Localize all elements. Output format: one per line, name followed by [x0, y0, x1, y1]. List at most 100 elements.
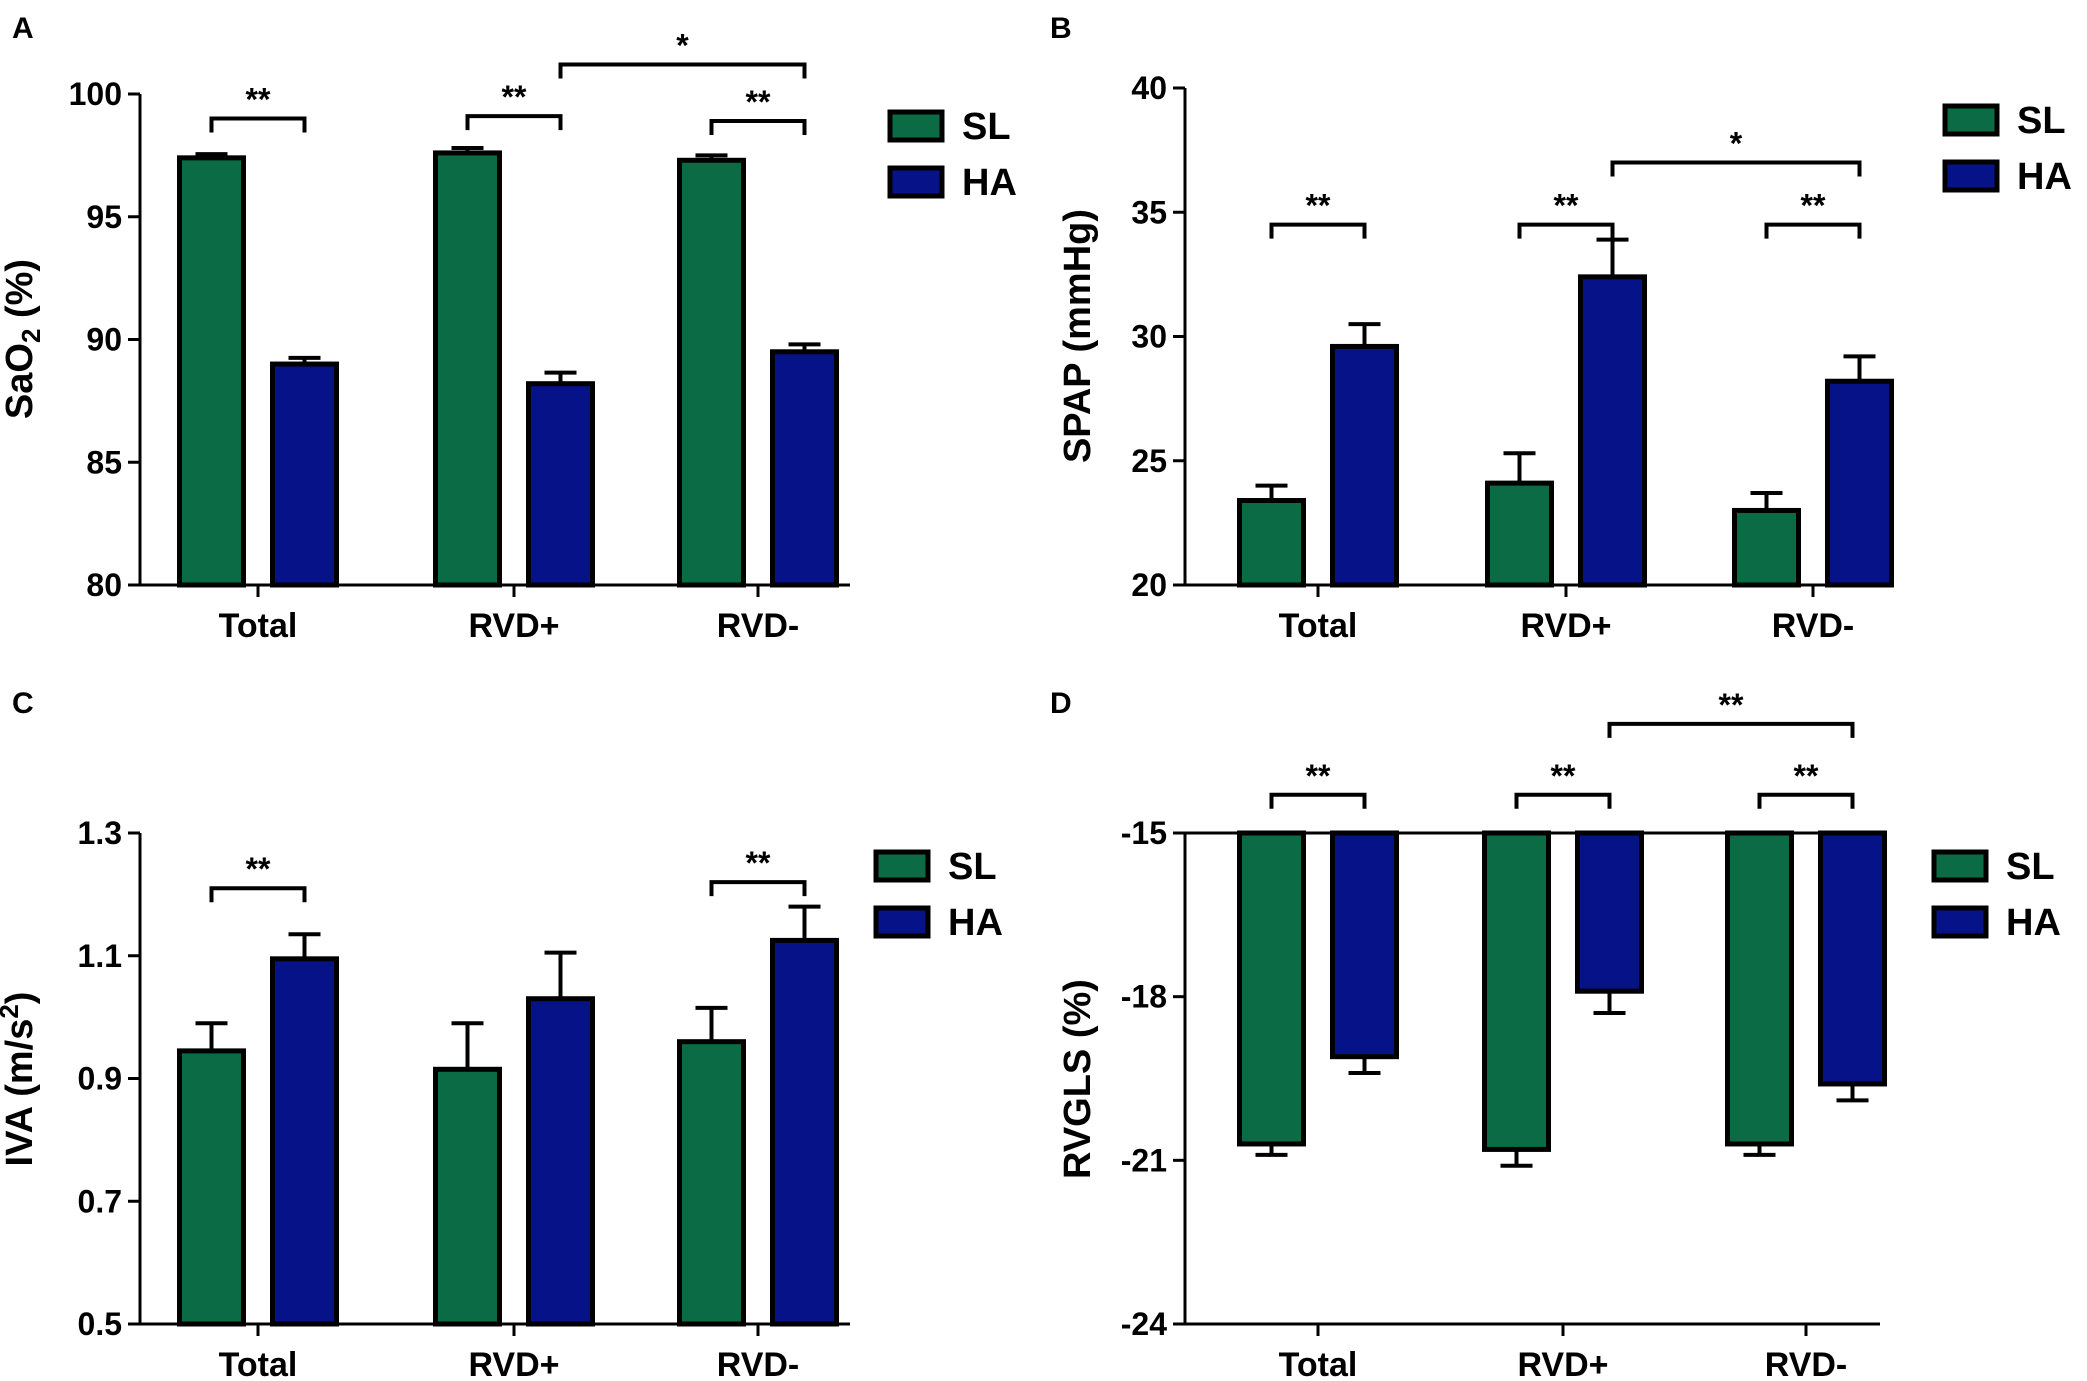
y-tick-label: 80: [86, 567, 122, 603]
x-tick-label: Total: [1279, 607, 1358, 645]
significance-label: **: [746, 84, 771, 120]
bar-sl: [1237, 830, 1306, 1147]
panel-d: D RVGLS (%) -24 -21 -18 -15 Total RVD+ RVD- ** ** *…: [1050, 687, 2061, 1381]
bar-sl: [433, 150, 502, 588]
bar-ha: [526, 996, 595, 1327]
x-tick-label: RVD-: [1772, 607, 1855, 645]
legend-swatch-ha: [887, 165, 945, 199]
bar-sl: [433, 1066, 502, 1327]
significance-label: **: [1551, 758, 1576, 794]
significance-bracket: [1517, 222, 1615, 239]
y-axis-label-part: RVGLS (%): [1057, 979, 1099, 1179]
significance-label: **: [502, 79, 527, 115]
legend-label-sl: SL: [2017, 100, 2066, 142]
legend-label-ha: HA: [962, 162, 1017, 204]
bar-ha: [1330, 830, 1399, 1060]
significance-bracket: [709, 880, 807, 897]
bar-sl: [677, 157, 746, 588]
legend-swatch-sl: [873, 849, 931, 883]
y-tick-label: 0.7: [78, 1183, 122, 1219]
y-axis-label-part: ): [0, 992, 41, 1005]
y-tick-label: -24: [1121, 1306, 1167, 1342]
significance-bracket: [709, 119, 807, 136]
y-tick-label: 25: [1131, 443, 1167, 479]
significance-bracket: [209, 116, 307, 133]
significance-label: **: [746, 845, 771, 881]
x-tick-label: Total: [219, 1346, 298, 1381]
x-tick-label: RVD-: [717, 1346, 800, 1381]
y-tick-label: 20: [1131, 567, 1167, 603]
legend-swatch-sl: [1931, 849, 1989, 883]
y-tick-label: -18: [1121, 979, 1167, 1015]
y-tick-label: 0.9: [78, 1061, 122, 1097]
y-axis-label-part: 2: [16, 329, 46, 343]
bar-ha: [1818, 830, 1887, 1087]
y-axis-label-part: IVA (m/s: [0, 1019, 41, 1167]
significance-bracket: [1764, 222, 1862, 239]
x-tick-label: RVD+: [468, 1346, 559, 1381]
y-tick-label: -21: [1121, 1142, 1167, 1178]
significance-bracket: [1610, 160, 1862, 177]
y-axis-label-part: SPAP (mmHg): [1057, 209, 1099, 463]
y-tick-label: 30: [1131, 319, 1167, 355]
x-tick-label: RVD-: [717, 607, 800, 645]
bar-ha: [770, 349, 839, 588]
significance-label: **: [246, 82, 271, 118]
panel-letter: D: [1050, 687, 1072, 720]
x-tick-label: RVD+: [468, 607, 559, 645]
legend-label-sl: SL: [962, 106, 1011, 148]
significance-bracket: [1514, 792, 1612, 809]
legend-label-sl: SL: [948, 846, 997, 888]
significance-label: **: [246, 851, 271, 887]
x-tick-label: RVD-: [1765, 1346, 1848, 1381]
legend-swatch-ha: [873, 905, 931, 939]
x-tick-label: RVD+: [1520, 607, 1611, 645]
bar-ha: [770, 937, 839, 1327]
significance-label: **: [1306, 758, 1331, 794]
bar-ha: [1825, 378, 1894, 588]
y-axis-label-part: SaO: [0, 343, 41, 419]
bar-sl: [1237, 498, 1306, 588]
legend-swatch-sl: [1942, 103, 2000, 137]
y-axis-label-part: 2: [0, 1004, 24, 1018]
y-tick-label: 100: [69, 76, 122, 112]
bar-sl: [1482, 830, 1551, 1152]
y-tick-label: 40: [1131, 70, 1167, 106]
significance-bracket: [465, 114, 563, 131]
y-axis-label: IVA (m/s2): [0, 992, 41, 1167]
significance-label: **: [1554, 188, 1579, 224]
legend-swatch-ha: [1942, 159, 2000, 193]
bar-ha: [1575, 830, 1644, 994]
y-axis-label: SaO2 (%): [0, 259, 46, 419]
y-tick-label: 90: [86, 322, 122, 358]
legend-label-ha: HA: [2017, 156, 2072, 198]
significance-label: **: [1794, 758, 1819, 794]
bar-ha: [1578, 274, 1647, 588]
legend-label-ha: HA: [2006, 902, 2061, 944]
significance-bracket: [1269, 792, 1367, 809]
significance-bracket: [1757, 792, 1855, 809]
significance-label: *: [1730, 126, 1743, 162]
y-axis-label: SPAP (mmHg): [1057, 209, 1099, 463]
y-axis-label-part: (%): [0, 259, 41, 329]
panel-letter: A: [12, 12, 34, 45]
bar-sl: [177, 155, 246, 588]
bar-sl: [1732, 507, 1801, 588]
x-tick-label: Total: [219, 607, 298, 645]
y-tick-label: 1.1: [78, 938, 122, 974]
bar-sl: [1725, 830, 1794, 1147]
y-tick-label: 85: [86, 444, 122, 480]
legend-swatch-ha: [1931, 905, 1989, 939]
bar-ha: [270, 956, 339, 1327]
panel-c: C IVA (m/s2) 0.5 0.7 0.9 1.1 1.3 Total RVD+ RVD- *…: [0, 687, 1003, 1381]
legend-swatch-sl: [887, 109, 945, 143]
y-tick-label: 35: [1131, 194, 1167, 230]
significance-label: *: [676, 28, 689, 64]
significance-bracket: [1607, 721, 1855, 738]
y-tick-label: -15: [1121, 815, 1167, 851]
legend-label-sl: SL: [2006, 846, 2055, 888]
significance-label: **: [1719, 687, 1744, 723]
